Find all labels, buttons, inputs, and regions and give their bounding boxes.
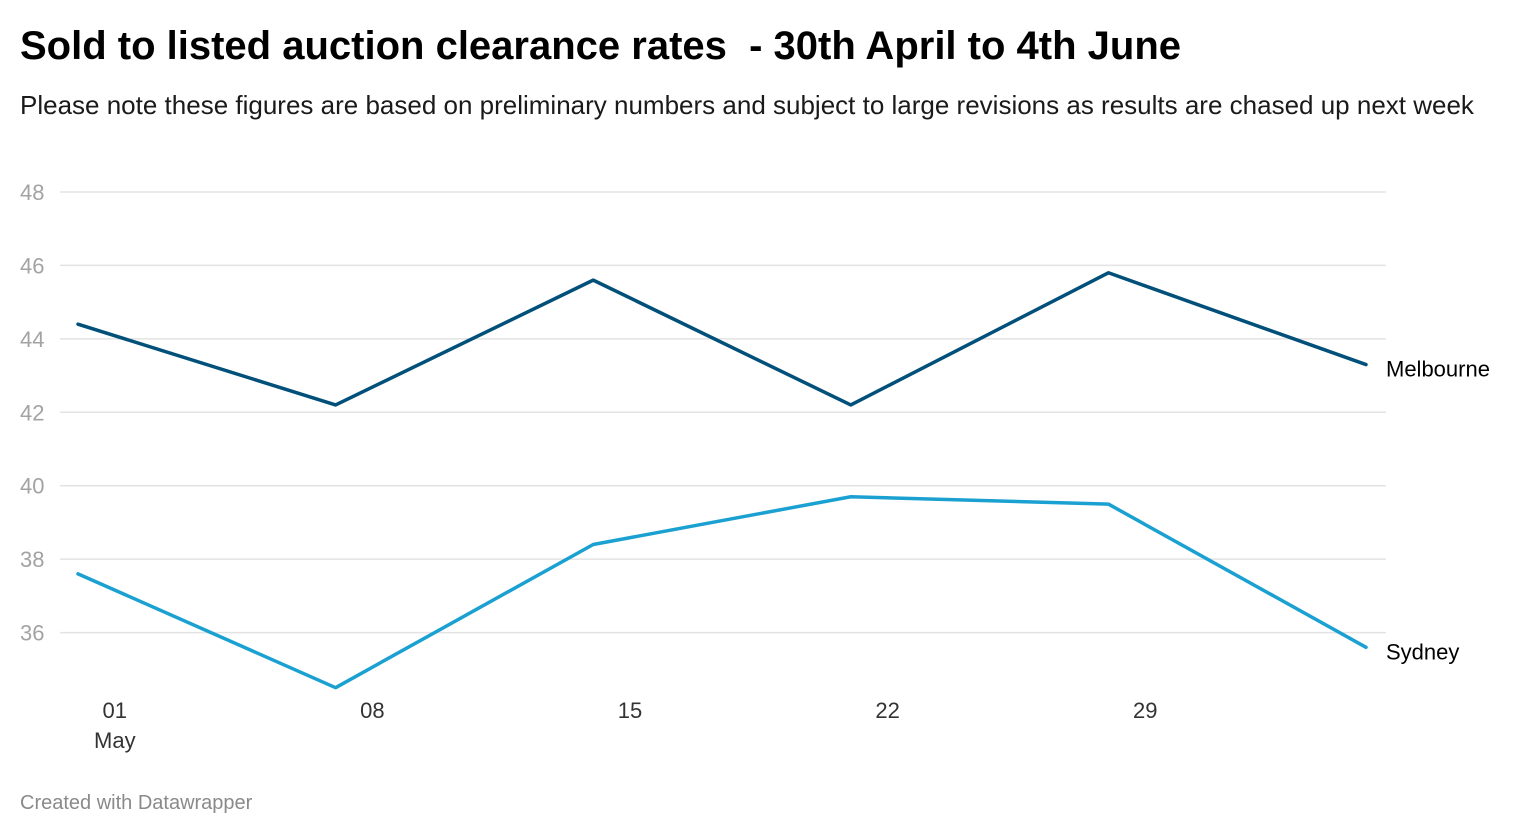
gridlines (60, 191, 1386, 634)
datawrapper-credit: Created with Datawrapper (20, 792, 253, 814)
y-tick-label: 42 (20, 400, 44, 425)
x-tick-label: 29 (1133, 698, 1157, 723)
x-tick-label: 01 (103, 698, 127, 723)
y-tick-label: 48 (20, 180, 44, 205)
y-axis-ticks: 36 38 40 42 44 46 48 (20, 180, 44, 646)
y-tick-label: 36 (20, 621, 44, 646)
y-tick-label: 46 (20, 253, 44, 278)
chart-title: Sold to listed auction clearance rates -… (20, 24, 1181, 68)
series-labels: Melbourne Sydney (1386, 357, 1490, 665)
series-line-melbourne (76, 271, 1368, 407)
y-tick-label: 38 (20, 547, 44, 572)
x-tick-month-label: May (94, 728, 136, 753)
x-axis-ticks: 01 May 08 15 22 29 (94, 698, 1157, 753)
series-lines (76, 271, 1368, 690)
x-tick-label: 08 (360, 698, 384, 723)
y-tick-label: 40 (20, 474, 44, 499)
y-tick-label: 44 (20, 327, 44, 352)
x-tick-label: 22 (875, 698, 899, 723)
series-line-sydney (76, 494, 1368, 690)
series-label-melbourne: Melbourne (1386, 357, 1490, 382)
chart-subtitle: Please note these figures are based on p… (20, 90, 1474, 120)
series-label-sydney: Sydney (1386, 639, 1459, 664)
x-tick-label: 15 (618, 698, 642, 723)
